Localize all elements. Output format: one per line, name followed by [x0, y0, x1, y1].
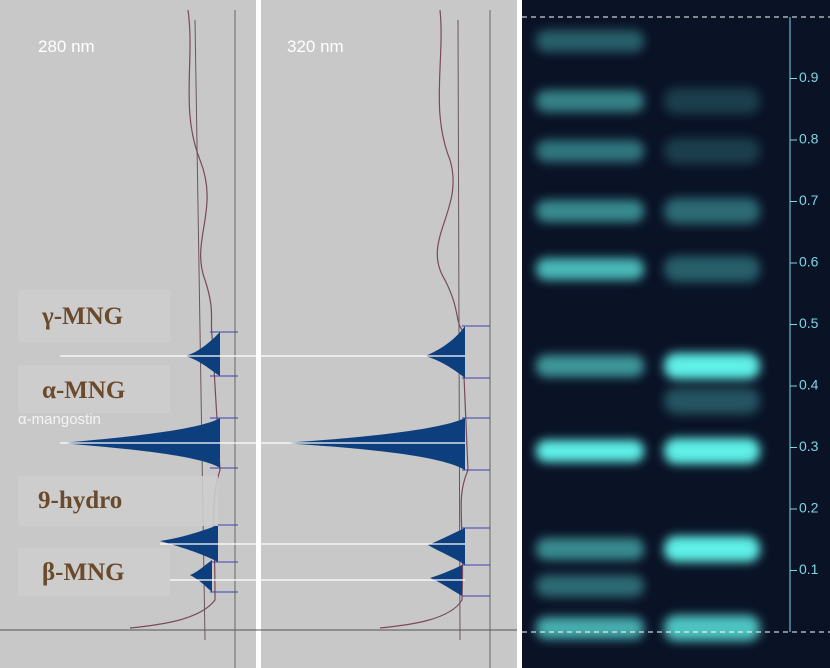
rf-tick-label: 0.9: [799, 69, 819, 85]
band: [664, 198, 760, 224]
band: [664, 88, 760, 114]
band: [536, 90, 644, 112]
band: [536, 617, 644, 639]
band: [664, 388, 760, 414]
band: [536, 440, 644, 462]
panel-label: 280 nm: [38, 37, 95, 56]
compound-label: γ-MNG: [41, 303, 123, 330]
band: [536, 355, 644, 377]
band: [536, 258, 644, 280]
band: [664, 438, 760, 464]
band: [536, 140, 644, 162]
band: [664, 256, 760, 282]
band: [664, 615, 760, 641]
band: [664, 536, 760, 562]
figure: 280 nm 320 nm α-mangostin γ-MNG α-MNG 9-…: [0, 0, 830, 668]
rf-tick-label: 0.1: [799, 561, 819, 577]
rf-tick-label: 0.4: [799, 377, 819, 393]
panel-bg: [261, 0, 517, 668]
compound-label: β-MNG: [42, 559, 125, 586]
rf-tick-label: 0.3: [799, 438, 819, 454]
band: [536, 200, 644, 222]
compound-label: α-MNG: [42, 377, 125, 404]
rf-tick-label: 0.7: [799, 192, 819, 208]
band: [664, 353, 760, 379]
band: [536, 30, 644, 52]
rf-tick-label: 0.5: [799, 315, 819, 331]
rf-tick-label: 0.6: [799, 254, 819, 270]
band: [536, 538, 644, 560]
rf-tick-label: 0.2: [799, 500, 819, 516]
panel-label: 320 nm: [287, 37, 344, 56]
faint-label: α-mangostin: [18, 411, 101, 428]
rf-tick-label: 0.8: [799, 131, 819, 147]
band: [536, 575, 644, 597]
compound-label: 9-hydro: [38, 487, 122, 514]
band: [664, 138, 760, 164]
